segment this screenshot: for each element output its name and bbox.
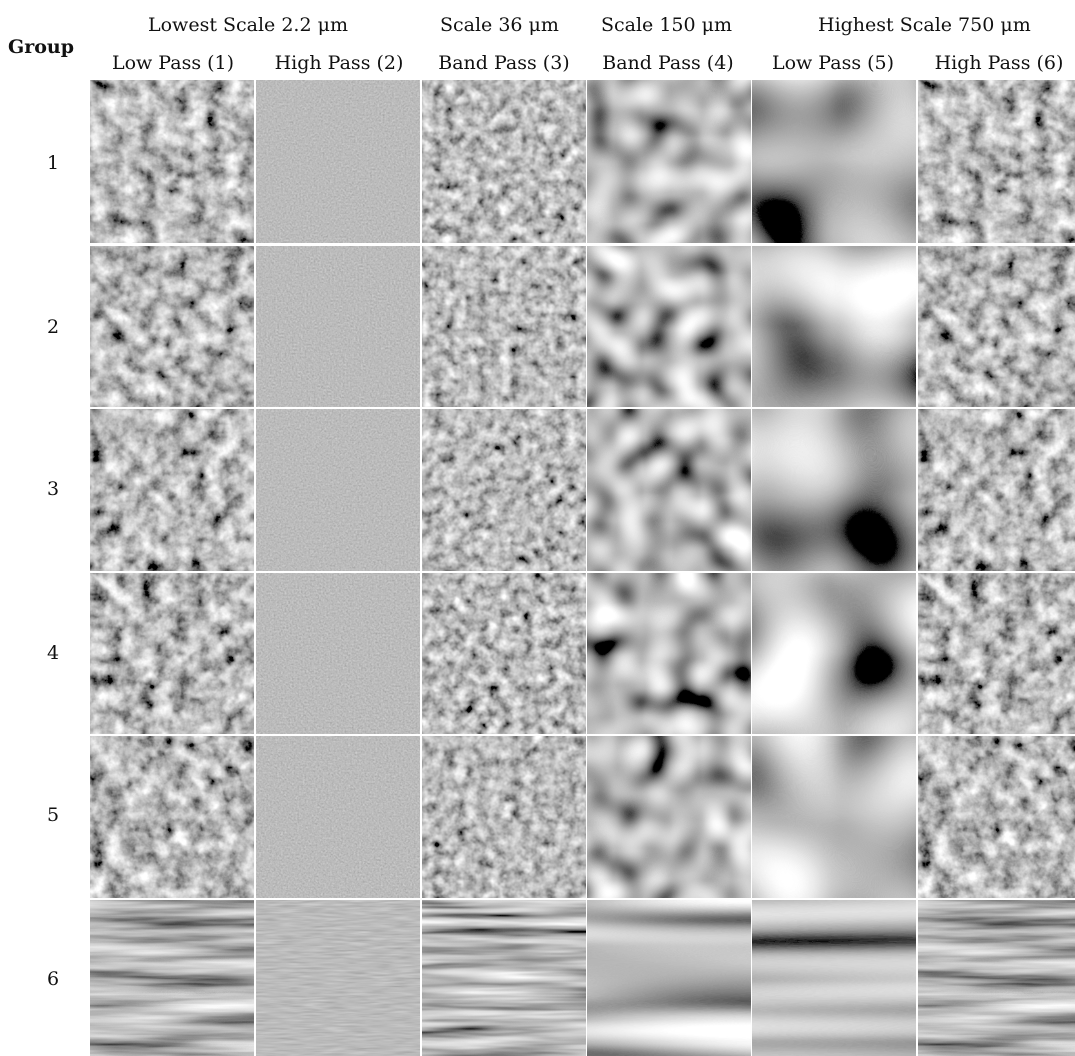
surface-image-row-1-band-pass-4 xyxy=(587,80,751,243)
column-label-band-pass-4: Band Pass (4) xyxy=(602,52,734,74)
surface-image-row-5-high-pass-2 xyxy=(256,736,420,898)
surface-image-row-6-high-pass-2 xyxy=(256,900,420,1056)
surface-image-row-3-low-pass-5 xyxy=(752,409,916,571)
surface-image-row-5-band-pass-3 xyxy=(422,736,586,898)
row-label-3: 3 xyxy=(46,478,60,500)
column-label-low-pass-1: Low Pass (1) xyxy=(111,52,235,74)
column-label-high-pass-2: High Pass (2) xyxy=(274,52,404,74)
surface-image-row-4-high-pass-2 xyxy=(256,573,420,734)
surface-image-row-1-high-pass-6 xyxy=(918,80,1075,243)
row-label-5: 5 xyxy=(46,804,60,826)
surface-image-row-5-low-pass-5 xyxy=(752,736,916,898)
surface-image-row-3-band-pass-4 xyxy=(587,409,751,571)
row-label-6: 6 xyxy=(46,968,60,990)
surface-image-row-2-low-pass-1 xyxy=(90,246,254,407)
surface-image-row-1-low-pass-1 xyxy=(90,80,254,243)
surface-image-row-6-low-pass-5 xyxy=(752,900,916,1056)
surface-image-row-5-low-pass-1 xyxy=(90,736,254,898)
surface-image-row-3-high-pass-6 xyxy=(918,409,1075,571)
scale-header-150: Scale 150 μm xyxy=(601,14,733,36)
surface-image-row-5-band-pass-4 xyxy=(587,736,751,898)
surface-image-row-4-low-pass-5 xyxy=(752,573,916,734)
surface-image-row-6-band-pass-3 xyxy=(422,900,586,1056)
surface-image-row-3-band-pass-3 xyxy=(422,409,586,571)
scale-header-36: Scale 36 μm xyxy=(440,14,559,36)
surface-image-row-2-band-pass-4 xyxy=(587,246,751,407)
surface-image-row-1-band-pass-3 xyxy=(422,80,586,243)
column-label-band-pass-3: Band Pass (3) xyxy=(438,52,570,74)
surface-image-row-2-high-pass-6 xyxy=(918,246,1075,407)
surface-image-row-3-high-pass-2 xyxy=(256,409,420,571)
scale-header-lowest: Lowest Scale 2.2 μm xyxy=(148,14,348,36)
image-grid xyxy=(90,80,1075,1056)
scale-header-highest: Highest Scale 750 μm xyxy=(818,14,1031,36)
surface-image-row-5-high-pass-6 xyxy=(918,736,1075,898)
surface-image-row-6-low-pass-1 xyxy=(90,900,254,1056)
surface-image-row-1-high-pass-2 xyxy=(256,80,420,243)
row-label-4: 4 xyxy=(46,642,60,664)
surface-image-row-4-band-pass-3 xyxy=(422,573,586,734)
surface-image-row-4-low-pass-1 xyxy=(90,573,254,734)
column-label-high-pass-6: High Pass (6) xyxy=(934,52,1064,74)
surface-image-row-2-low-pass-5 xyxy=(752,246,916,407)
surface-image-row-4-band-pass-4 xyxy=(587,573,751,734)
group-header: Group xyxy=(8,36,75,58)
surface-image-row-3-low-pass-1 xyxy=(90,409,254,571)
column-label-low-pass-5: Low Pass (5) xyxy=(771,52,895,74)
row-label-2: 2 xyxy=(46,316,60,338)
row-label-1: 1 xyxy=(46,152,60,174)
surface-image-row-4-high-pass-6 xyxy=(918,573,1075,734)
surface-image-row-6-band-pass-4 xyxy=(587,900,751,1056)
surface-image-row-2-high-pass-2 xyxy=(256,246,420,407)
surface-image-row-1-low-pass-5 xyxy=(752,80,916,243)
surface-image-row-2-band-pass-3 xyxy=(422,246,586,407)
surface-image-row-6-high-pass-6 xyxy=(918,900,1075,1056)
